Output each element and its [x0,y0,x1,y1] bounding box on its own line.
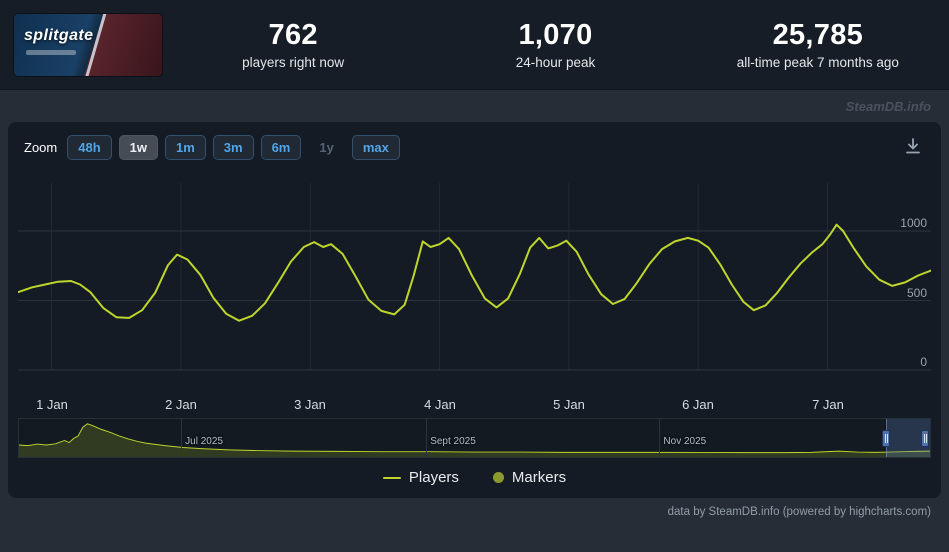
peak-24h-label: 24-hour peak [515,55,596,70]
x-axis-label: 6 Jan [682,397,714,412]
x-axis-label: 5 Jan [553,397,585,412]
x-axis-label: 7 Jan [812,397,844,412]
navigator-overlay: Jul 2025 Sept 2025 Nov 2025 [19,419,930,457]
zoom-label: Zoom [24,140,58,155]
markers-dot-swatch [492,472,504,483]
stats-row: 762 players right now 1,070 24-hour peak… [162,19,949,70]
players-line-swatch [382,476,401,479]
x-axis-labels: 1 Jan 2 Jan 3 Jan 4 Jan 5 Jan 6 Jan 7 Jan [18,392,931,418]
zoom-controls: 48h 1w 1m 3m 6m 1y max [67,135,400,160]
players-series-line [18,223,931,322]
legend-item-markers[interactable]: Markers [492,469,567,486]
current-players-label: players right now [242,55,345,70]
zoom-button-6m[interactable]: 6m [260,135,302,160]
navigator-month-divider [659,419,661,457]
navigator-handle-right[interactable] [921,430,929,447]
current-players-value: 762 [268,19,318,51]
zoom-button-1w[interactable]: 1w [118,135,158,160]
steamdb-watermark: SteamDB.info [845,98,931,114]
navigator-month-label: Jul 2025 [185,436,223,447]
zoom-button-max[interactable]: max [351,135,400,160]
alltime-peak-value: 25,785 [772,19,864,51]
x-axis-label: 1 Jan [36,397,68,412]
navigator-month-label: Sept 2025 [430,436,476,447]
players-chart-svg [18,183,931,371]
stats-header: splitgate 762 players right now 1,070 24… [0,0,949,90]
main-chart[interactable]: 0 500 1000 [18,175,931,390]
stat-24h-peak: 1,070 24-hour peak [424,19,686,70]
chart-toolbar: Zoom 48h 1w 1m 3m 6m 1y max [24,134,925,161]
navigator-month-divider [426,419,428,457]
legend: Players Markers [18,458,931,490]
zoom-button-1m[interactable]: 1m [164,135,206,160]
navigator-line [19,423,930,454]
zoom-button-1y: 1y [308,135,344,160]
navigator-area [19,423,930,457]
x-axis-label: 4 Jan [424,397,456,412]
download-icon [906,138,920,154]
download-button[interactable] [901,134,925,161]
game-logo-text: splitgate [24,26,94,44]
legend-item-players[interactable]: Players [382,469,459,486]
credits-text: data by SteamDB.info (powered by highcha… [667,506,931,518]
zoom-button-3m[interactable]: 3m [212,135,254,160]
navigator-chart-svg [19,423,930,457]
y-axis-label: 500 [906,285,927,300]
navigator-month-divider [181,419,183,457]
x-axis-label: 3 Jan [294,397,326,412]
stat-alltime-peak: 25,785 all-time peak 7 months ago [687,19,949,70]
navigator-month-label: Nov 2025 [663,436,707,447]
game-capsule[interactable]: splitgate [14,13,162,76]
watermark-row: SteamDB.info [0,90,949,122]
legend-players-label: Players [408,469,459,486]
zoom-button-48h[interactable]: 48h [67,135,112,160]
y-axis-label: 1000 [900,216,927,230]
y-axis-label: 0 [920,355,927,369]
navigator-handle-left[interactable] [882,430,891,447]
peak-24h-value: 1,070 [518,19,593,51]
game-logo-subtext [26,49,76,55]
chart-panel: Zoom 48h 1w 1m 3m 6m 1y max 0 500 1000 1 Jan 2 Ja… [8,122,941,498]
game-capsule-art: splitgate [14,13,162,76]
x-axis-label: 2 Jan [165,397,197,412]
legend-markers-label: Markers [511,469,567,486]
navigator[interactable]: Jul 2025 Sept 2025 Nov 2025 [18,418,931,458]
alltime-peak-label: all-time peak 7 months ago [736,55,899,70]
stat-current-players: 762 players right now [162,19,424,70]
